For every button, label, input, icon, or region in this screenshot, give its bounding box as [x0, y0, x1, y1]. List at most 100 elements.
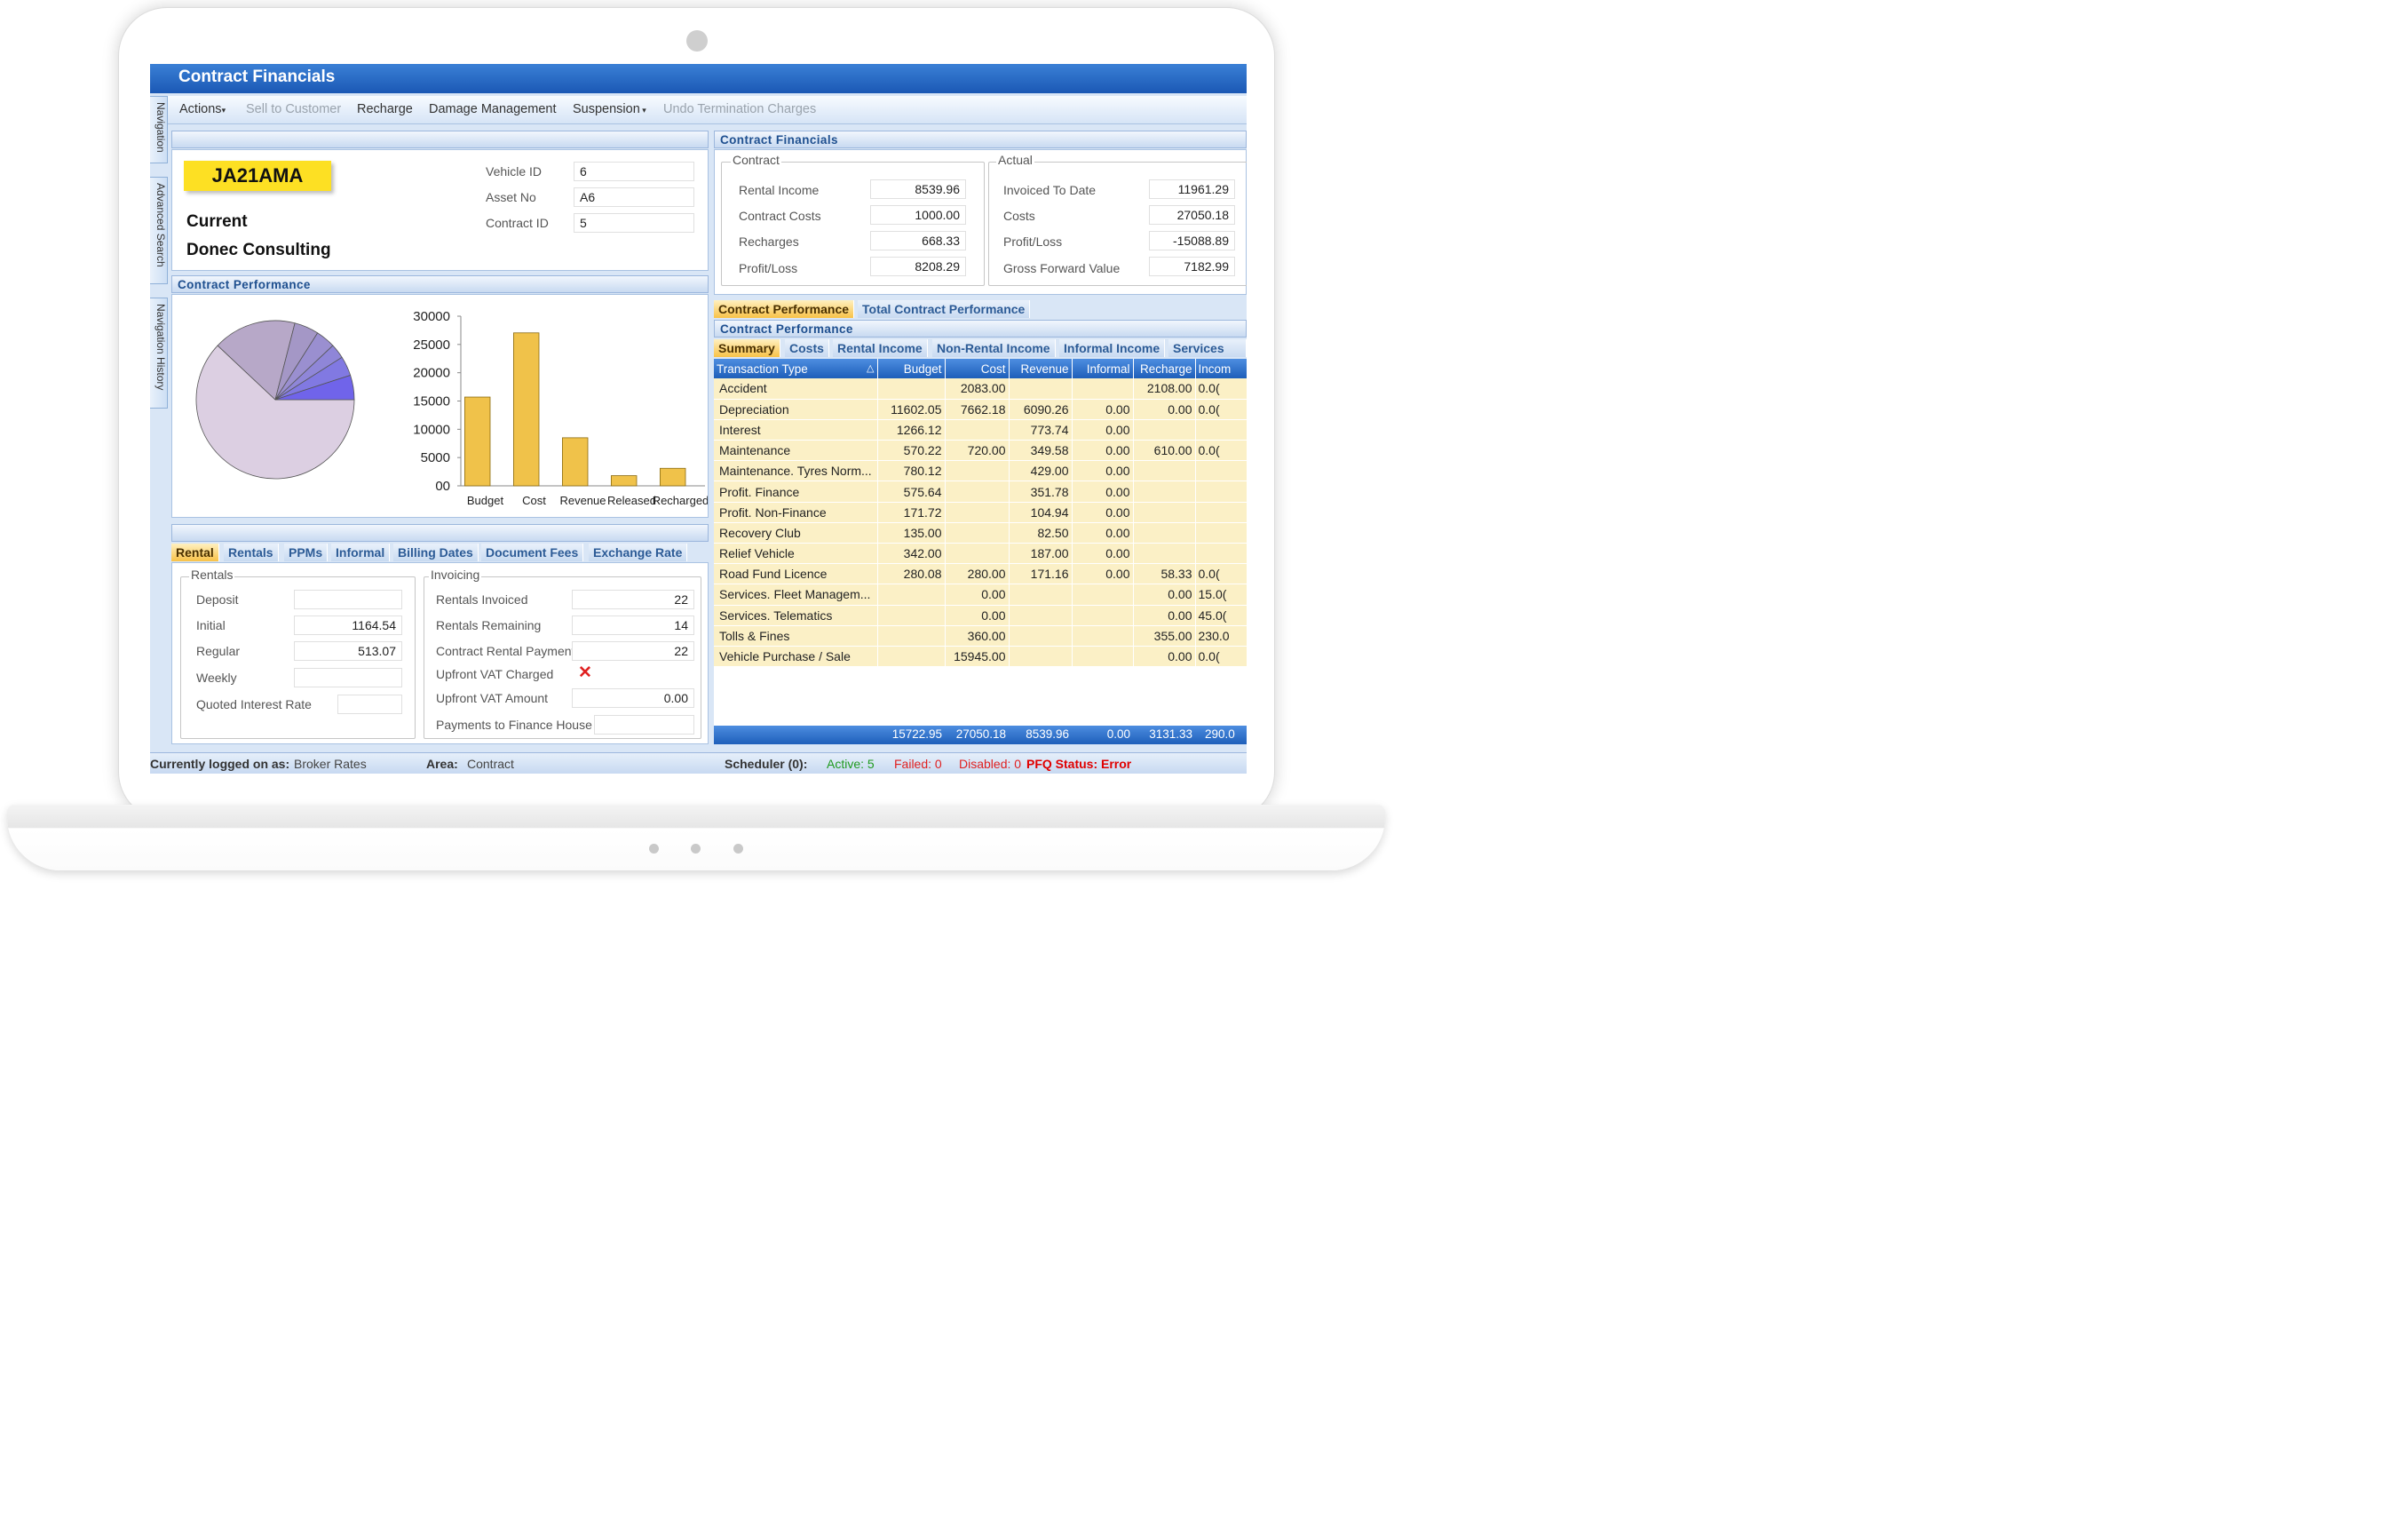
- actual-group: [988, 162, 1247, 286]
- tab-ppms[interactable]: PPMs: [284, 544, 329, 561]
- contract-group: [721, 162, 985, 286]
- recharge-button[interactable]: Recharge: [357, 102, 413, 116]
- undo-termination-button[interactable]: Undo Termination Charges: [663, 102, 817, 116]
- tab-total-contract-performance[interactable]: Total Contract Performance: [858, 300, 1031, 318]
- damage-management-button[interactable]: Damage Management: [429, 102, 557, 116]
- actual-profit-loss-field[interactable]: -15088.89: [1149, 231, 1235, 250]
- upfront-vat-charged-checkbox[interactable]: ✕: [578, 663, 592, 683]
- cell-revenue: 104.94: [1009, 502, 1073, 523]
- pie-slice: [274, 374, 355, 401]
- col-informal[interactable]: Informal: [1072, 359, 1134, 378]
- tab-costs[interactable]: Costs: [785, 339, 829, 357]
- gross-forward-value-label: Gross Forward Value: [1003, 261, 1121, 275]
- cell-informal: [1072, 605, 1134, 626]
- cell-informal: 0.00: [1072, 460, 1134, 482]
- tab-summary[interactable]: Summary: [714, 339, 780, 357]
- table-row[interactable]: Services. Telematics 0.00 0.00 45.0(: [714, 605, 1247, 626]
- table-row[interactable]: Relief Vehicle 342.00 187.00 0.00: [714, 543, 1247, 565]
- table-row[interactable]: Depreciation 11602.05 7662.18 6090.26 0.00 0.…: [714, 399, 1247, 420]
- side-tab-navigation[interactable]: Navigation: [150, 96, 168, 163]
- table-row[interactable]: Vehicle Purchase / Sale 15945.00 0.00 0.0(: [714, 646, 1247, 668]
- tab-rental-income[interactable]: Rental Income: [833, 339, 928, 357]
- col-budget[interactable]: Budget: [877, 359, 946, 378]
- upfront-vat-amount-field[interactable]: 0.00: [572, 688, 694, 708]
- vehicle-panel: JA21AMA Current Donec Consulting Vehicle…: [171, 149, 709, 271]
- recharges-field[interactable]: 668.33: [870, 231, 966, 250]
- rental-income-field[interactable]: 8539.96: [870, 179, 966, 199]
- side-tab-navigation-history[interactable]: Navigation History: [150, 298, 168, 409]
- cell-informal: 0.00: [1072, 419, 1134, 441]
- x-tick-label: Released: [607, 494, 656, 507]
- area-value: Contract: [467, 757, 514, 771]
- cell-budget: 171.72: [877, 502, 946, 523]
- table-row[interactable]: Accident 2083.00 2108.00 0.0(: [714, 378, 1247, 400]
- total-income: 290.0: [1205, 727, 1235, 741]
- cell-income: 0.0(: [1195, 440, 1247, 462]
- cell-cost: 0.00: [945, 605, 1010, 626]
- scheduler-failed: Failed: 0: [894, 757, 942, 771]
- tab-services[interactable]: Services: [1168, 339, 1247, 357]
- cell-income: [1195, 522, 1247, 544]
- sell-to-customer-button[interactable]: Sell to Customer: [246, 102, 342, 116]
- vehicle-id-field[interactable]: 6: [574, 162, 694, 181]
- cell-budget: 570.22: [877, 440, 946, 462]
- tab-non-rental-income[interactable]: Non-Rental Income: [932, 339, 1056, 357]
- payments-finance-house-field[interactable]: [594, 715, 694, 735]
- quoted-interest-rate-field[interactable]: [337, 695, 402, 714]
- table-row[interactable]: Road Fund Licence 280.08 280.00 171.16 0.00 5…: [714, 563, 1247, 585]
- regular-field[interactable]: 513.07: [294, 641, 402, 661]
- contract-costs-field[interactable]: 1000.00: [870, 205, 966, 225]
- suspension-menu[interactable]: Suspension ▾: [573, 102, 646, 116]
- col-recharge[interactable]: Recharge: [1133, 359, 1196, 378]
- rentals-remaining-field[interactable]: 14: [572, 616, 694, 635]
- side-tab-advanced-search[interactable]: Advanced Search: [150, 177, 168, 284]
- cell-income: 0.0(: [1195, 563, 1247, 585]
- cell-informal: 0.00: [1072, 440, 1134, 462]
- tab-informal[interactable]: Informal: [331, 544, 391, 561]
- cell-revenue: 351.78: [1009, 481, 1073, 503]
- contract-rental-payment-field[interactable]: 22: [572, 641, 694, 661]
- cell-budget: [877, 625, 946, 647]
- actions-menu[interactable]: Actions▾: [179, 102, 226, 116]
- table-row[interactable]: Profit. Non-Finance 171.72 104.94 0.00: [714, 502, 1247, 523]
- table-row[interactable]: Maintenance 570.22 720.00 349.58 0.00 610.00 0…: [714, 440, 1247, 462]
- rentals-group: [180, 576, 416, 739]
- table-row[interactable]: Tolls & Fines 360.00 355.00 230.0: [714, 625, 1247, 647]
- cell-revenue: 82.50: [1009, 522, 1073, 544]
- col-income[interactable]: Incom: [1195, 359, 1247, 378]
- table-row[interactable]: Profit. Finance 575.64 351.78 0.00: [714, 481, 1247, 503]
- scheduler-label[interactable]: Scheduler (0):: [725, 757, 808, 771]
- cell-income: [1195, 481, 1247, 503]
- gross-forward-value-field[interactable]: 7182.99: [1149, 257, 1235, 276]
- initial-field[interactable]: 1164.54: [294, 616, 402, 635]
- col-revenue[interactable]: Revenue: [1009, 359, 1073, 378]
- cell-cost: [945, 419, 1010, 441]
- table-row[interactable]: Interest 1266.12 773.74 0.00: [714, 419, 1247, 441]
- tab-exchange-rate[interactable]: Exchange Rate: [589, 544, 688, 561]
- cell-type: Maintenance: [714, 440, 878, 462]
- bar-chart: 00 5000 10000 15000 20000 25000 30000 Budget Cos…: [413, 309, 709, 507]
- contract-id-field[interactable]: 5: [574, 213, 694, 233]
- actual-costs-field[interactable]: 27050.18: [1149, 205, 1235, 225]
- tab-billing-dates[interactable]: Billing Dates: [393, 544, 479, 561]
- cell-recharge: [1133, 502, 1196, 523]
- performance-panel-header: Contract Performance: [171, 275, 709, 293]
- tab-contract-performance[interactable]: Contract Performance: [714, 300, 855, 318]
- contract-profit-loss-field[interactable]: 8208.29: [870, 257, 966, 276]
- table-row[interactable]: Maintenance. Tyres Norm... 780.12 429.00 0.…: [714, 460, 1247, 482]
- regular-label: Regular: [196, 644, 241, 658]
- col-cost[interactable]: Cost: [945, 359, 1010, 378]
- tab-document-fees[interactable]: Document Fees: [481, 544, 584, 561]
- weekly-field[interactable]: [294, 668, 402, 687]
- tab-rental[interactable]: Rental: [171, 544, 219, 561]
- table-row[interactable]: Services. Fleet Managem... 0.00 0.00 15.0(: [714, 584, 1247, 606]
- tab-rentals[interactable]: Rentals: [224, 544, 279, 561]
- invoiced-to-date-field[interactable]: 11961.29: [1149, 179, 1235, 199]
- col-transaction-type[interactable]: Transaction Type △: [714, 359, 878, 378]
- cell-type: Relief Vehicle: [714, 543, 878, 565]
- tab-informal-income[interactable]: Informal Income: [1059, 339, 1166, 357]
- deposit-field[interactable]: [294, 590, 402, 609]
- asset-no-field[interactable]: A6: [574, 187, 694, 207]
- rentals-invoiced-field[interactable]: 22: [572, 590, 694, 609]
- table-row[interactable]: Recovery Club 135.00 82.50 0.00: [714, 522, 1247, 544]
